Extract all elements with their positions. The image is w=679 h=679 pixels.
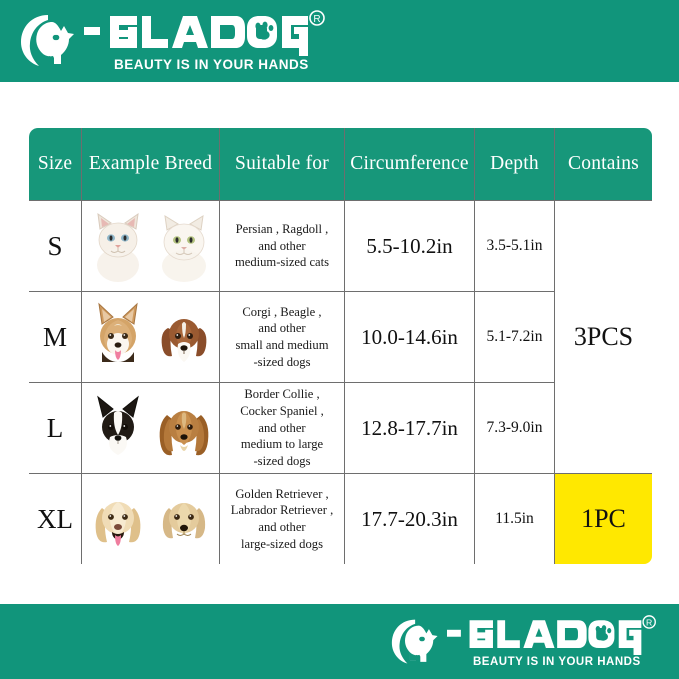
gladog-g-and-registered-icon: R <box>618 614 656 655</box>
labrador-retriever-dog-image <box>162 503 205 539</box>
suitable-for-xl: Golden Retriever , Labrador Retriever , … <box>219 473 345 564</box>
column-header-suitable-for: Suitable for <box>219 128 345 201</box>
suitable-line: and other <box>258 420 306 435</box>
suitable-line: large-sized dogs <box>241 536 323 551</box>
dog-head-logo-icon <box>21 15 74 66</box>
column-header-size: Size <box>29 128 82 201</box>
depth-xl: 11.5in <box>474 473 555 564</box>
ragdoll-cat-image <box>96 212 139 282</box>
suitable-for-l: Border Collie , Cocker Spaniel , and oth… <box>219 382 345 474</box>
golden-retriever-dog-image <box>95 502 140 546</box>
depth-m: 5.1-7.2in <box>474 291 555 383</box>
size-chart-table-wrapper: Size Example Breed Suitable for Circumfe… <box>28 127 653 565</box>
brand-tagline: BEAUTY IS IN YOUR HANDS <box>473 655 641 668</box>
breed-images-l <box>81 382 220 474</box>
suitable-line: Golden Retriever , <box>235 486 329 501</box>
circumference-m: 10.0-14.6in <box>344 291 475 383</box>
circumference-l: 12.8-17.7in <box>344 382 475 474</box>
top-brand-banner: R BEAUTY IS IN YOUR HANDS <box>0 0 679 82</box>
size-label-l: L <box>29 382 82 474</box>
suitable-for-s: Persian , Ragdoll , and other medium-siz… <box>219 200 345 292</box>
brand-text-block: R BEAUTY IS IN YOUR HANDS <box>84 10 326 72</box>
gladog-g-and-registered-icon: R <box>282 10 325 57</box>
column-header-example-breed: Example Breed <box>81 128 220 201</box>
corgi-dog-image <box>97 302 138 362</box>
brand-text-block-bottom: R BEAUTY IS IN YOUR HANDS <box>447 614 657 669</box>
suitable-line: and other <box>258 238 306 253</box>
breed-images-s <box>81 200 220 292</box>
table-header-row: Size Example Breed Suitable for Circumfe… <box>29 128 652 201</box>
brand-logo: R BEAUTY IS IN YOUR HANDS <box>18 10 326 72</box>
suitable-line: -sized dogs <box>253 354 311 369</box>
gladog-wordmark-icon <box>447 620 615 648</box>
suitable-line: Corgi , Beagle , <box>242 304 322 319</box>
persian-cat-image <box>161 215 206 282</box>
suitable-line: medium to large <box>240 437 324 452</box>
circumference-s: 5.5-10.2in <box>344 200 475 292</box>
size-label-m: M <box>29 291 82 383</box>
brand-logo-bottom: R BEAUTY IS IN YOUR HANDS <box>389 614 657 669</box>
gladog-wordmark-icon <box>84 16 277 49</box>
table-row: L <box>29 382 652 474</box>
suitable-line: small and medium <box>235 338 329 352</box>
depth-s: 3.5-5.1in <box>474 200 555 292</box>
suitable-line: and other <box>258 520 306 534</box>
border-collie-dog-image <box>96 395 139 455</box>
table-row: XL <box>29 473 652 564</box>
circumference-xl: 17.7-20.3in <box>344 473 475 564</box>
suitable-line: Persian , Ragdoll , <box>235 222 329 237</box>
column-header-circumference: Circumference <box>344 128 475 201</box>
svg-text:R: R <box>646 617 652 627</box>
breed-images-m <box>81 291 220 383</box>
column-header-contains: Contains <box>554 128 652 201</box>
contains-3pcs: 3PCS <box>554 200 652 474</box>
table-row: M <box>29 291 652 383</box>
dog-head-logo-icon <box>391 619 438 664</box>
contains-1pc: 1PC <box>554 473 652 564</box>
suitable-line: Cocker Spaniel , <box>240 404 324 419</box>
bottom-brand-banner: R BEAUTY IS IN YOUR HANDS <box>0 604 679 679</box>
depth-l: 7.3-9.0in <box>474 382 555 474</box>
breed-images-xl <box>81 473 220 564</box>
beagle-dog-image <box>161 319 206 362</box>
suitable-line: Border Collie , <box>244 387 320 402</box>
size-label-xl: XL <box>29 473 82 564</box>
size-chart-table: Size Example Breed Suitable for Circumfe… <box>28 127 653 565</box>
svg-text:R: R <box>313 14 320 25</box>
cocker-spaniel-dog-image <box>159 411 208 456</box>
suitable-line: and other <box>258 321 306 336</box>
suitable-line: -sized dogs <box>253 453 311 468</box>
suitable-line: medium-sized cats <box>234 255 330 270</box>
suitable-for-m: Corgi , Beagle , and other small and med… <box>219 291 345 383</box>
column-header-depth: Depth <box>474 128 555 201</box>
table-row: S <box>29 200 652 474</box>
suitable-line: Labrador Retriever , <box>230 503 334 518</box>
brand-tagline: BEAUTY IS IN YOUR HANDS <box>114 57 309 73</box>
size-label-s: S <box>29 200 82 292</box>
